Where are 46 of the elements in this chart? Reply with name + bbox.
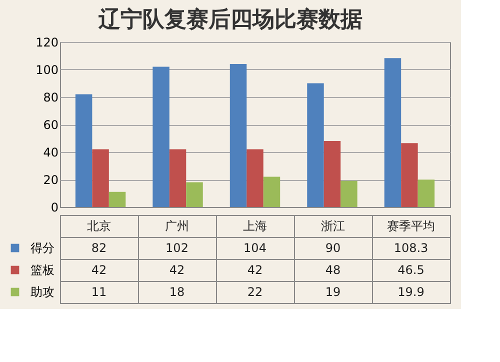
bar (152, 66, 170, 207)
bar (401, 143, 418, 207)
y-tick-label: 0 (50, 200, 58, 214)
y-tick-label: 80 (43, 90, 58, 104)
data-label: 82 (91, 241, 107, 255)
legend-label: 得分 (30, 241, 54, 255)
x-tick-label: 赛季平均 (387, 219, 435, 233)
data-label: 48 (325, 263, 341, 277)
bar (324, 141, 341, 207)
data-label: 19.9 (398, 285, 424, 299)
data-label: 90 (325, 241, 341, 255)
legend-label: 助攻 (30, 285, 54, 299)
x-tick-label: 广州 (165, 219, 189, 233)
y-tick-label: 100 (36, 63, 58, 77)
data-label: 46.5 (398, 263, 424, 277)
data-label: 42 (247, 263, 263, 277)
bar (186, 182, 203, 207)
bar (75, 94, 92, 207)
data-label: 42 (169, 263, 185, 277)
chart-title: 辽宁队复赛后四场比赛数据 (97, 6, 362, 32)
bar (340, 180, 358, 207)
data-label: 19 (325, 285, 341, 299)
bar (108, 192, 126, 207)
y-tick-label: 120 (36, 36, 58, 50)
bar (169, 149, 186, 207)
data-label: 42 (91, 263, 107, 277)
legend-label: 篮板 (30, 263, 54, 277)
bar (307, 83, 324, 207)
y-tick-label: 40 (43, 146, 58, 160)
data-label: 108.3 (394, 241, 428, 255)
x-tick-label: 北京 (87, 219, 111, 233)
x-tick-label: 上海 (243, 219, 267, 233)
x-tick-label: 浙江 (321, 219, 345, 233)
bar (384, 58, 402, 207)
data-label: 18 (169, 285, 185, 299)
bar (246, 149, 264, 207)
y-tick-label: 60 (43, 118, 58, 132)
data-label: 11 (91, 285, 107, 299)
data-label: 104 (244, 241, 266, 255)
y-tick-label: 20 (43, 173, 58, 187)
data-label: 22 (247, 285, 263, 299)
data-label: 102 (166, 241, 188, 255)
bar (92, 149, 109, 207)
bar (418, 180, 435, 207)
bar (230, 64, 247, 207)
bar (263, 176, 280, 207)
